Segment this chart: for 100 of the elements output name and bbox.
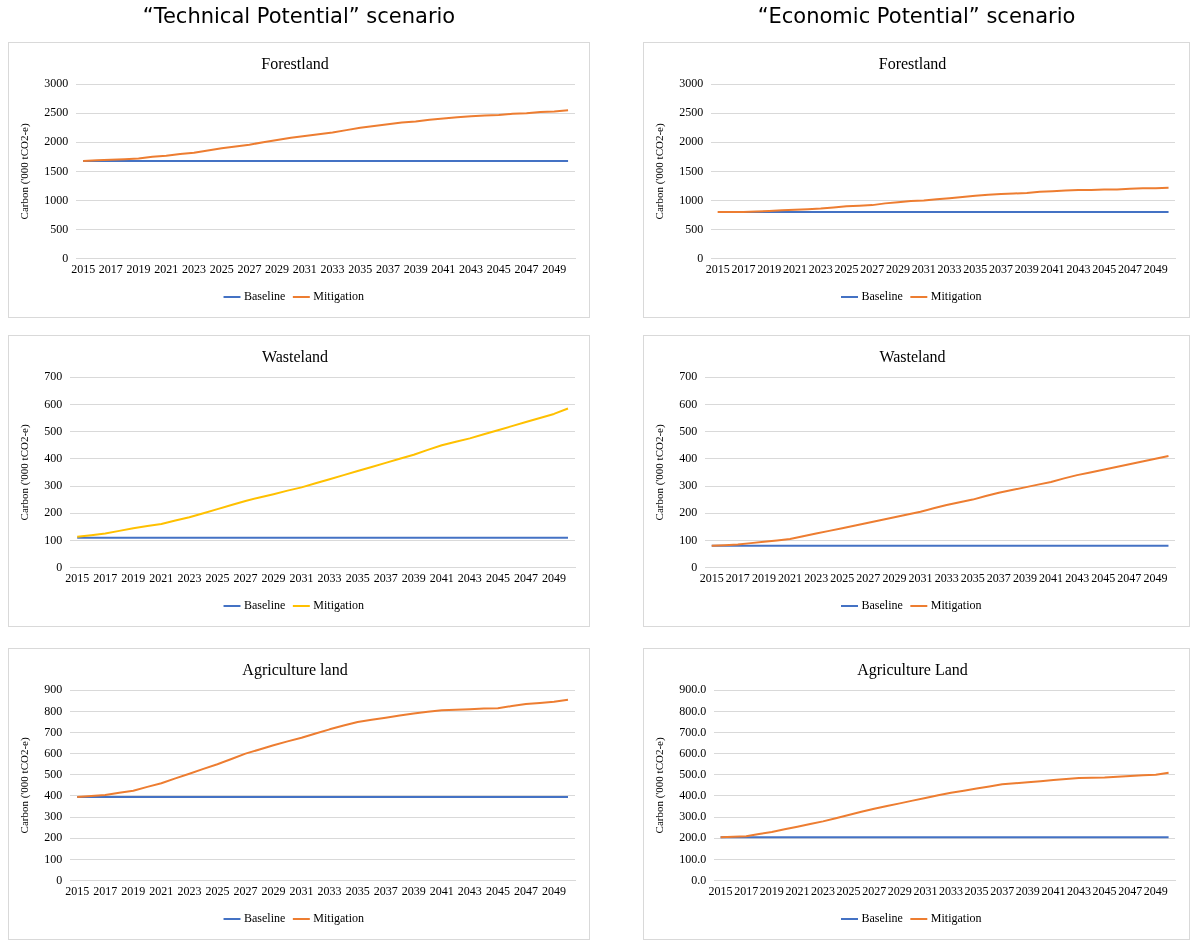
x-tick-label: 2035 xyxy=(964,883,989,898)
y-axis-title: Carbon ('000 tCO2-e) xyxy=(653,737,667,834)
x-tick-label: 2043 xyxy=(457,883,482,898)
legend-label: Baseline xyxy=(244,289,286,304)
y-tick-label: 600 xyxy=(679,396,698,411)
x-tick-label: 2041 xyxy=(431,261,456,276)
x-tick-label: 2039 xyxy=(401,570,426,585)
y-tick-label: 800.0 xyxy=(679,703,707,718)
x-tick-label: 2015 xyxy=(65,883,90,898)
y-tick-label: 600 xyxy=(44,745,63,760)
y-tick-label: 700 xyxy=(44,724,63,739)
x-tick-label: 2017 xyxy=(731,261,756,276)
x-tick-label: 2027 xyxy=(237,261,262,276)
x-tick-label: 2017 xyxy=(725,570,750,585)
x-tick-label: 2043 xyxy=(457,570,482,585)
chart-title: Wasteland xyxy=(261,347,329,365)
x-tick-label: 2035 xyxy=(345,883,370,898)
y-tick-label: 0 xyxy=(697,250,704,265)
x-tick-label: 2039 xyxy=(1014,261,1039,276)
x-tick-label: 2041 xyxy=(1041,883,1066,898)
y-tick-label: 600 xyxy=(44,396,63,411)
x-tick-label: 2045 xyxy=(486,261,511,276)
y-tick-label: 2500 xyxy=(44,105,69,120)
x-tick-label: 2019 xyxy=(751,570,776,585)
y-axis-title: Carbon ('000 tCO2-e) xyxy=(18,424,32,521)
y-tick-label: 2000 xyxy=(44,134,69,149)
x-tick-label: 2023 xyxy=(177,883,202,898)
x-tick-label: 2045 xyxy=(1091,570,1116,585)
x-tick-label: 2027 xyxy=(856,570,881,585)
x-tick-label: 2047 xyxy=(513,570,538,585)
x-tick-label: 2033 xyxy=(939,883,963,898)
x-tick-label: 2047 xyxy=(514,261,539,276)
x-tick-label: 2017 xyxy=(93,883,118,898)
x-tick-label: 2015 xyxy=(71,261,96,276)
x-tick-label: 2017 xyxy=(734,883,759,898)
x-tick-label: 2033 xyxy=(317,570,342,585)
y-tick-label: 500 xyxy=(685,221,704,236)
y-tick-label: 500 xyxy=(50,221,69,236)
y-tick-label: 400 xyxy=(44,450,63,465)
x-tick-label: 2049 xyxy=(541,883,566,898)
x-tick-label: 2023 xyxy=(177,570,202,585)
y-tick-label: 1500 xyxy=(679,163,704,178)
y-tick-label: 600.0 xyxy=(679,745,707,760)
y-tick-label: 100 xyxy=(44,851,63,866)
x-tick-label: 2027 xyxy=(860,261,885,276)
legend-label: Baseline xyxy=(861,598,903,613)
legend-label: Mitigation xyxy=(930,289,982,304)
x-tick-label: 2047 xyxy=(513,883,538,898)
x-tick-label: 2019 xyxy=(126,261,151,276)
x-tick-label: 2049 xyxy=(542,261,567,276)
x-tick-label: 2025 xyxy=(836,883,861,898)
y-axis-title: Carbon ('000 tCO2-e) xyxy=(653,123,667,220)
x-tick-label: 2041 xyxy=(1039,570,1064,585)
x-tick-label: 2037 xyxy=(986,570,1011,585)
x-tick-label: 2045 xyxy=(485,883,510,898)
x-tick-label: 2049 xyxy=(541,570,566,585)
x-tick-label: 2031 xyxy=(289,883,314,898)
y-tick-label: 1500 xyxy=(44,163,69,178)
y-tick-label: 200 xyxy=(44,830,63,845)
x-tick-label: 2047 xyxy=(1118,883,1143,898)
legend-label: Mitigation xyxy=(930,911,982,926)
x-tick-label: 2047 xyxy=(1117,261,1142,276)
legend-label: Mitigation xyxy=(313,289,364,304)
y-tick-label: 1000 xyxy=(44,192,69,207)
x-tick-label: 2025 xyxy=(205,570,230,585)
x-tick-label: 2045 xyxy=(1092,261,1117,276)
y-tick-label: 900 xyxy=(44,682,63,697)
y-tick-label: 200 xyxy=(679,505,698,520)
y-tick-label: 2000 xyxy=(679,134,704,149)
x-tick-label: 2045 xyxy=(1092,883,1117,898)
y-tick-label: 500.0 xyxy=(679,766,707,781)
x-tick-label: 2035 xyxy=(960,570,985,585)
legend-label: Baseline xyxy=(244,598,286,613)
legend-label: Mitigation xyxy=(313,911,364,926)
x-tick-label: 2025 xyxy=(830,570,855,585)
legend-label: Baseline xyxy=(861,911,903,926)
x-tick-label: 2029 xyxy=(265,261,290,276)
x-tick-label: 2019 xyxy=(759,883,784,898)
x-tick-label: 2015 xyxy=(65,570,90,585)
x-tick-label: 2027 xyxy=(862,883,887,898)
y-tick-label: 300 xyxy=(679,478,698,493)
y-tick-label: 200 xyxy=(44,505,63,520)
x-tick-label: 2029 xyxy=(261,883,286,898)
x-tick-label: 2029 xyxy=(886,261,911,276)
y-tick-label: 0 xyxy=(56,559,63,574)
chart-title: Forestland xyxy=(878,54,947,72)
y-tick-label: 300.0 xyxy=(679,809,707,824)
y-tick-label: 100.0 xyxy=(679,851,707,866)
x-tick-label: 2035 xyxy=(345,570,370,585)
y-tick-label: 2500 xyxy=(679,105,704,120)
y-tick-label: 700 xyxy=(44,369,63,384)
y-tick-label: 3000 xyxy=(44,76,69,91)
y-tick-label: 100 xyxy=(679,532,698,547)
y-axis-title: Carbon ('000 tCO2-e) xyxy=(653,424,667,521)
x-tick-label: 2039 xyxy=(403,261,428,276)
y-tick-label: 0.0 xyxy=(691,872,707,887)
x-tick-label: 2023 xyxy=(808,261,833,276)
x-tick-label: 2017 xyxy=(93,570,118,585)
x-tick-label: 2027 xyxy=(233,570,258,585)
x-tick-label: 2029 xyxy=(887,883,912,898)
